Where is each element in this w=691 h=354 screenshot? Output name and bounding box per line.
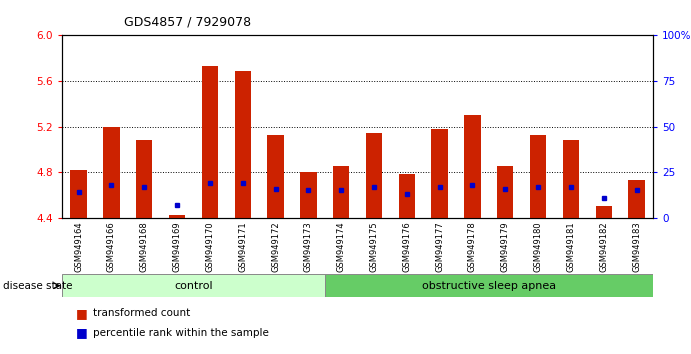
Bar: [169, 216, 185, 218]
Bar: [325, 274, 653, 297]
Bar: [431, 129, 448, 218]
Text: disease state: disease state: [3, 281, 73, 291]
Text: transformed count: transformed count: [93, 308, 191, 318]
Text: GSM949169: GSM949169: [173, 221, 182, 272]
Text: obstructive sleep apnea: obstructive sleep apnea: [422, 281, 556, 291]
Text: GSM949173: GSM949173: [304, 221, 313, 272]
Bar: [70, 170, 87, 218]
Text: ■: ■: [76, 326, 88, 339]
Text: GDS4857 / 7929078: GDS4857 / 7929078: [124, 16, 252, 29]
Bar: [103, 127, 120, 218]
Bar: [497, 166, 513, 218]
Text: GSM949177: GSM949177: [435, 221, 444, 272]
Text: GSM949166: GSM949166: [107, 221, 116, 272]
Bar: [267, 135, 284, 218]
Bar: [464, 115, 481, 218]
Text: GSM949178: GSM949178: [468, 221, 477, 272]
Text: control: control: [174, 281, 213, 291]
Text: percentile rank within the sample: percentile rank within the sample: [93, 328, 269, 338]
Bar: [300, 172, 316, 218]
Text: GSM949183: GSM949183: [632, 221, 641, 272]
Text: ■: ■: [76, 307, 88, 320]
Text: GSM949164: GSM949164: [74, 221, 83, 272]
Bar: [596, 206, 612, 218]
Text: GSM949179: GSM949179: [501, 221, 510, 272]
Bar: [530, 135, 547, 218]
Bar: [62, 274, 325, 297]
Bar: [628, 180, 645, 218]
Bar: [366, 133, 382, 218]
Bar: [399, 175, 415, 218]
Text: GSM949176: GSM949176: [402, 221, 411, 272]
Text: GSM949182: GSM949182: [599, 221, 608, 272]
Bar: [333, 166, 350, 218]
Text: GSM949168: GSM949168: [140, 221, 149, 272]
Text: GSM949180: GSM949180: [533, 221, 542, 272]
Bar: [562, 140, 579, 218]
Text: GSM949175: GSM949175: [370, 221, 379, 272]
Bar: [234, 71, 251, 218]
Text: GSM949181: GSM949181: [567, 221, 576, 272]
Text: GSM949171: GSM949171: [238, 221, 247, 272]
Text: GSM949172: GSM949172: [271, 221, 280, 272]
Bar: [202, 66, 218, 218]
Text: GSM949170: GSM949170: [205, 221, 214, 272]
Text: GSM949174: GSM949174: [337, 221, 346, 272]
Bar: [136, 140, 153, 218]
